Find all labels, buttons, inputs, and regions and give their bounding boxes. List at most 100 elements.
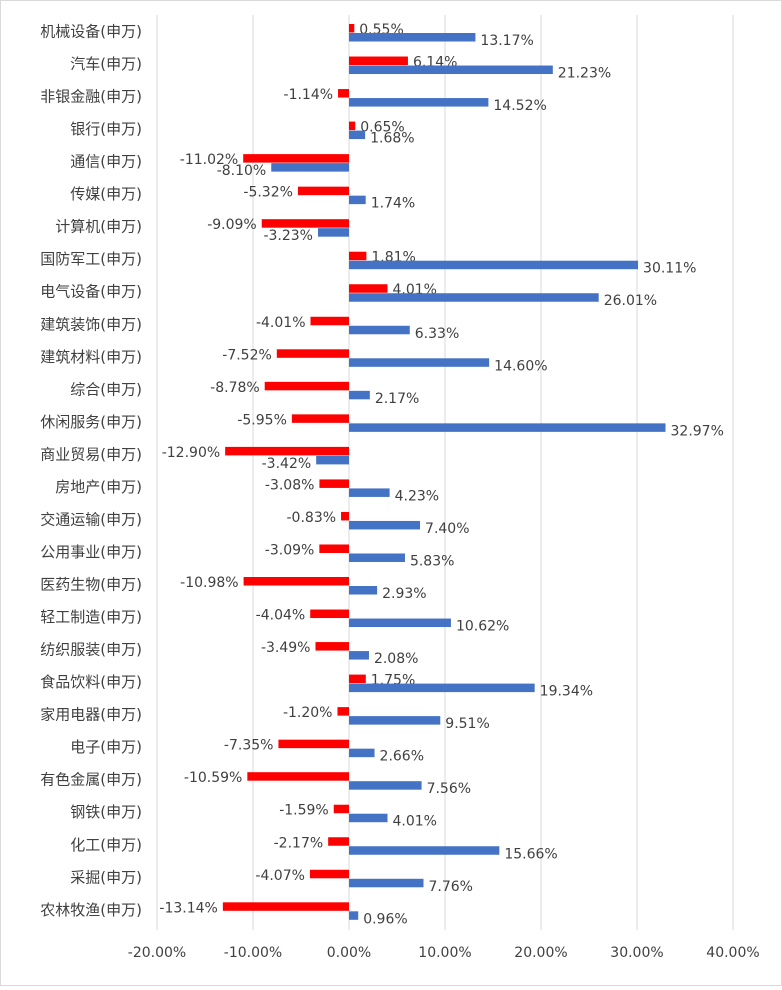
data-label: 14.52% [493,98,546,114]
y-tick-label: 休闲服务(申万) [40,413,142,431]
data-label: -3.49% [261,640,311,656]
bar [349,651,369,660]
bar [243,577,349,586]
bar [349,33,476,42]
data-label: -3.08% [265,477,315,493]
y-tick-label: 公用事业(申万) [40,543,142,561]
bar [291,414,349,423]
data-label: 2.08% [374,651,418,667]
data-label: -8.10% [217,163,267,179]
y-tick-label: 计算机(申万) [55,218,142,236]
bar [337,707,349,716]
y-tick-label: 化工(申万) [70,836,142,854]
bar [349,911,359,920]
x-tick-label: 0.00% [327,945,371,961]
y-tick-label: 综合(申万) [70,380,142,398]
data-label: 9.51% [445,716,489,732]
y-tick-label: 建筑材料(申万) [40,348,142,366]
bar [276,349,349,358]
data-label: 32.97% [671,423,724,439]
bar [278,739,349,749]
data-label: -2.17% [274,835,324,851]
y-tick-label: 医药生物(申万) [40,576,142,594]
bar [349,553,405,562]
bar [349,683,535,693]
x-tick-label: -20.00% [128,945,186,961]
y-tick-label: 国防军工(申万) [40,250,142,268]
data-label: -11.02% [180,152,238,168]
data-label: -3.42% [262,456,312,472]
bar [264,381,349,391]
bar [261,219,349,228]
bar [271,163,349,172]
bar [349,520,421,530]
y-tick-label: 传媒(申万) [70,185,142,203]
bar [315,642,349,651]
y-tick-label: 电气设备(申万) [40,283,142,301]
data-label: 30.11% [643,261,696,277]
x-tick-label: 10.00% [418,945,471,961]
bar [349,98,489,107]
bar [349,24,355,33]
y-tick-label: 通信(申万) [70,153,142,171]
data-label: -5.32% [243,185,293,201]
bar [349,325,410,335]
data-label: -0.83% [287,510,337,526]
bar [247,772,349,781]
bar [349,813,388,823]
y-tick-label: 钢铁(申万) [70,803,142,821]
y-tick-label: 商业贸易(申万) [40,445,142,463]
x-tick-label: -10.00% [224,945,282,961]
bar [349,618,451,628]
data-label: 2.93% [382,586,426,602]
bar [349,878,424,888]
bar [310,609,349,619]
data-label: 1.68% [370,131,414,147]
data-label: 10.62% [456,619,509,635]
bar [338,89,349,98]
bar [349,781,422,790]
bar [349,423,666,432]
data-label: 26.01% [604,293,657,309]
x-tick-label: 30.00% [610,945,663,961]
y-tick-label: 家用电器(申万) [40,706,142,724]
bar [349,260,639,270]
data-label: 7.40% [425,521,469,537]
bar [349,716,441,725]
bar [297,186,349,196]
bar [349,130,366,140]
y-tick-label: 电子(申万) [70,738,142,756]
bar [316,455,349,465]
data-label: 19.34% [540,684,593,700]
y-tick-label: 建筑装饰(申万) [40,315,142,333]
bar [225,446,349,456]
data-label: 15.66% [504,846,557,862]
data-label: -12.90% [162,445,220,461]
data-label: 13.17% [480,33,533,49]
data-label: 5.83% [410,553,454,569]
bar [349,846,500,855]
y-tick-label: 汽车(申万) [70,55,142,73]
data-label: 4.23% [395,488,439,504]
data-label: 21.23% [558,66,611,82]
bar [222,902,349,911]
bar [349,284,388,293]
bar [349,293,599,302]
data-label: -10.98% [180,575,238,591]
y-tick-label: 纺织服装(申万) [40,641,142,659]
y-tick-label: 非银金融(申万) [40,88,142,106]
y-tick-label: 交通运输(申万) [40,510,142,528]
data-label: 7.76% [428,879,472,895]
y-tick-label: 房地产(申万) [55,478,142,496]
data-label: 14.60% [494,358,547,374]
data-label: 0.65% [360,120,404,136]
data-label: -1.14% [284,87,334,103]
data-label: -13.14% [159,900,217,916]
y-tick-label: 机械设备(申万) [40,23,142,41]
bar [349,488,390,497]
data-label: -1.59% [279,803,329,819]
y-tick-label: 农林牧渔(申万) [40,901,142,919]
data-label: -4.04% [256,608,306,624]
